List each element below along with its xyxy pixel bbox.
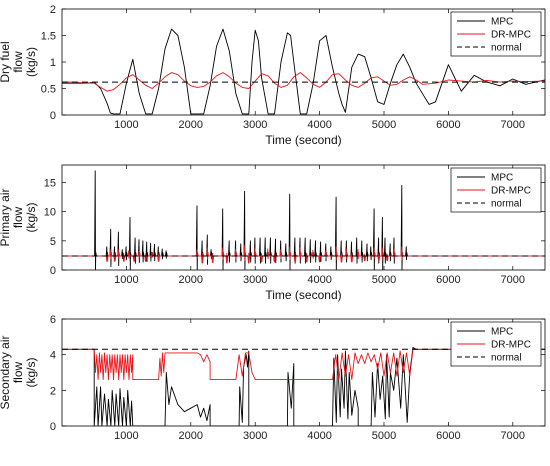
chart-panel-3: 1000 2000 3000 4000 5000 6000 7000 0 2 4 6 Secondar… xyxy=(0,314,546,442)
legend-label: normal xyxy=(491,199,522,210)
x-tick-label: 4000 xyxy=(307,430,331,442)
x-tick-label: 2000 xyxy=(179,119,203,131)
plot-area xyxy=(62,170,545,270)
y-tick-label: 2 xyxy=(50,385,56,397)
y-tick-label: 5 xyxy=(50,236,56,248)
x-tick-label: 2000 xyxy=(179,430,203,442)
x-tick-label: 6000 xyxy=(436,430,460,442)
y-tick-label: 0.5 xyxy=(41,84,56,96)
x-tick-label: 2000 xyxy=(179,274,203,286)
x-tick-label: 5000 xyxy=(372,119,396,131)
legend-label: DR-MPC xyxy=(491,186,531,197)
series-line-mpc xyxy=(62,28,545,115)
x-axis-label: Time (second) xyxy=(265,133,341,147)
y-axis-label-line: flow xyxy=(11,206,25,228)
x-tick-label: 6000 xyxy=(436,119,460,131)
legend-label: MPC xyxy=(491,17,513,28)
legend-label: normal xyxy=(491,353,522,364)
y-tick-label: 2 xyxy=(50,4,56,16)
y-axis-label-line: (kg/s) xyxy=(24,47,38,77)
y-tick-label: 0 xyxy=(50,265,56,277)
y-axis-label: Secondary airflow(kg/s) xyxy=(0,335,38,409)
legend-label: MPC xyxy=(491,327,513,338)
y-axis-label: Dry fuelflow(kg/s) xyxy=(0,41,38,82)
y-tick-label: 6 xyxy=(50,314,56,326)
x-tick-label: 5000 xyxy=(372,430,396,442)
x-tick-label: 1000 xyxy=(114,430,138,442)
legend-label: MPC xyxy=(491,173,513,184)
x-tick-label: 5000 xyxy=(372,274,396,286)
plot-area xyxy=(62,28,545,115)
y-axis-label-line: Secondary air xyxy=(0,335,12,409)
series-line-mpc xyxy=(62,347,545,426)
series-line-dr-mpc xyxy=(62,348,545,381)
y-tick-label: 4 xyxy=(50,350,56,362)
legend-label: DR-MPC xyxy=(491,340,531,351)
x-tick-label: 4000 xyxy=(307,119,331,131)
y-axis-label-line: flow xyxy=(11,361,25,383)
y-axis-label-line: Dry fuel xyxy=(0,41,12,82)
x-tick-label: 6000 xyxy=(436,274,460,286)
chart-panel-1: 1000 2000 3000 4000 5000 6000 7000 0 0.5 1 1.5 2 Tim… xyxy=(0,4,546,147)
y-tick-label: 0 xyxy=(50,110,56,122)
x-tick-label: 7000 xyxy=(501,430,525,442)
y-axis-label-line: Primary air xyxy=(0,188,12,246)
legend-box xyxy=(450,321,542,367)
x-tick-label: 1000 xyxy=(114,274,138,286)
y-axis-label-line: (kg/s) xyxy=(24,357,38,387)
legend-label: DR-MPC xyxy=(491,30,531,41)
legend: MPC DR-MPC normal xyxy=(450,11,542,57)
x-tick-label: 7000 xyxy=(501,274,525,286)
y-axis-label-line: flow xyxy=(11,51,25,73)
y-tick-label: 15 xyxy=(44,178,56,190)
y-axis-label: Primary airflow(kg/s) xyxy=(0,188,38,246)
chart-panel-2: 1000 2000 3000 4000 5000 6000 7000 0 5 10 15 Time (… xyxy=(0,164,546,302)
x-tick-label: 7000 xyxy=(501,119,525,131)
series-line-dr-mpc xyxy=(62,72,545,92)
x-tick-label: 3000 xyxy=(243,274,267,286)
legend-label: normal xyxy=(491,43,522,54)
axes-box xyxy=(61,318,546,427)
x-tick-label: 3000 xyxy=(243,119,267,131)
y-tick-label: 0 xyxy=(50,421,56,433)
x-tick-label: 3000 xyxy=(243,430,267,442)
x-tick-label: 1000 xyxy=(114,119,138,131)
legend: MPC DR-MPC normal xyxy=(450,321,542,367)
y-axis-label-line: (kg/s) xyxy=(24,202,38,232)
y-tick-label: 10 xyxy=(44,207,56,219)
x-tick-label: 4000 xyxy=(307,274,331,286)
legend: MPC DR-MPC normal xyxy=(450,167,542,213)
y-tick-label: 1.5 xyxy=(41,31,56,43)
x-axis-label: Time (second) xyxy=(265,288,341,302)
axes-box xyxy=(61,164,546,271)
y-tick-label: 1 xyxy=(50,57,56,69)
